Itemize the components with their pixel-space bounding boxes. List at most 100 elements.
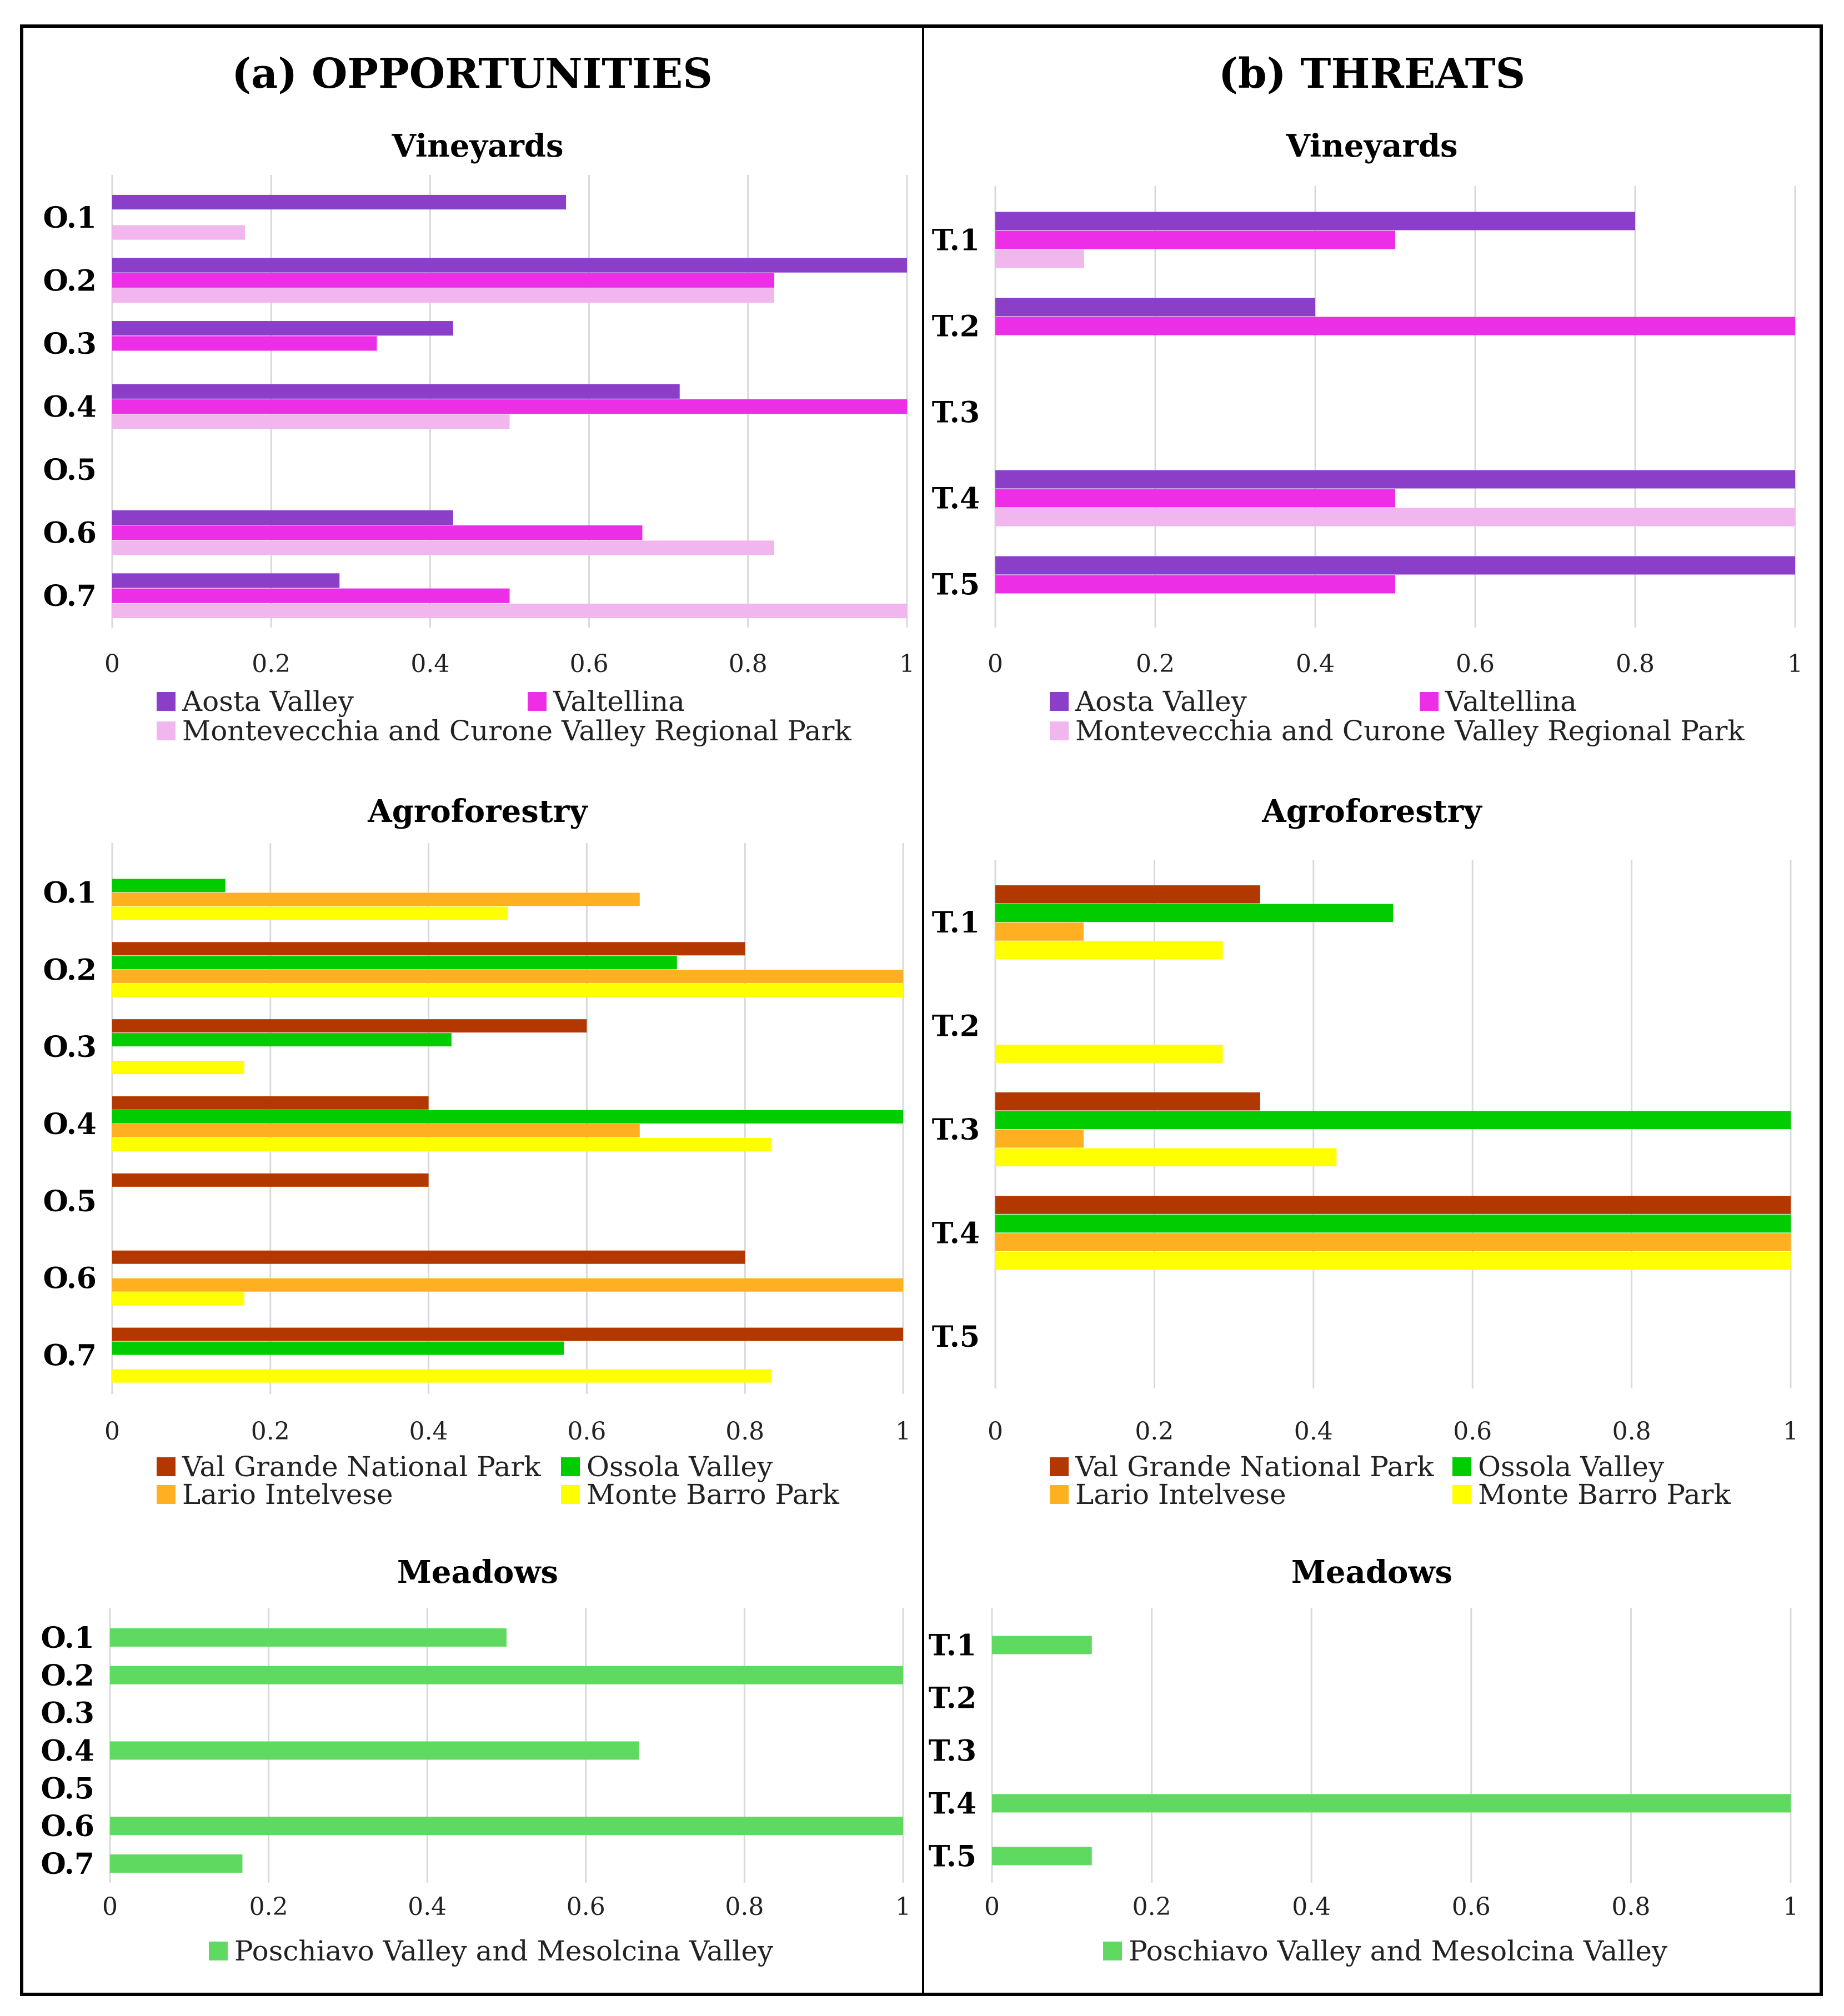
bar (995, 1148, 1337, 1167)
legend-swatch (1050, 692, 1069, 711)
legend-label: Lario Intelvese (1075, 1478, 1286, 1511)
bar (995, 941, 1223, 960)
legend-swatch (561, 1485, 580, 1504)
legend-swatch (157, 1457, 176, 1476)
category-label: T.3 (932, 1113, 980, 1147)
thr-meadows-title: Meadows (1291, 1554, 1452, 1591)
bar (112, 588, 510, 603)
bar (112, 1292, 244, 1306)
category-label: O.5 (43, 453, 97, 487)
category-label: T.4 (932, 1216, 980, 1250)
legend-label: Lario Intelvese (182, 1478, 393, 1511)
opp-meadows-panel: Meadows 0 0.2 0.4 0.6 0.8 1 O.1 O.2 O.3O.4 O.5O.6 O… (41, 1554, 911, 1967)
legend-label: Ossola Valley (1478, 1451, 1665, 1483)
bar (112, 1173, 429, 1187)
category-label: O.4 (43, 390, 97, 424)
x-tick-label: 1 (1787, 650, 1803, 678)
bar (995, 298, 1315, 317)
legend-swatch (209, 1942, 228, 1960)
opp-meadows-title: Meadows (397, 1554, 558, 1591)
category-label: T.5 (929, 1840, 976, 1874)
category-label: O.1 (41, 1621, 94, 1655)
category-label: O.3 (41, 1697, 94, 1731)
x-tick-label: 0.6 (567, 1417, 606, 1446)
legend-label: Montevecchia and Curone Valley Regional … (182, 715, 851, 747)
bar (112, 879, 226, 892)
category-label: O.1 (43, 201, 97, 235)
x-tick-label: 0 (988, 650, 1003, 678)
x-tick-label: 1 (1783, 1417, 1798, 1446)
x-tick-label: 1 (895, 1417, 911, 1446)
category-label: O.2 (41, 1659, 94, 1693)
category-label: T.1 (932, 906, 980, 940)
x-tick-label: 0 (984, 1893, 1000, 1921)
bar (112, 399, 907, 414)
bar (992, 1847, 1092, 1865)
x-tick-label: 0.2 (1135, 1417, 1174, 1446)
x-tick-label: 0.8 (725, 1893, 764, 1921)
category-label: O.6 (43, 1262, 97, 1296)
category-label: T.2 (932, 310, 980, 344)
x-tick-label: 0.8 (1612, 1417, 1651, 1446)
bar (112, 603, 907, 619)
bar (995, 556, 1795, 575)
bar (995, 470, 1795, 489)
category-label: T.4 (929, 1787, 976, 1821)
thr-vineyards-panel: Vineyards 0 0.2 0.4 0.6 0.8 1 T.1 T.2 T.3 T.4 T.5 Ao… (932, 128, 1803, 747)
bar (112, 1019, 587, 1033)
column-divider (922, 24, 924, 1996)
x-tick-label: 0 (104, 1417, 120, 1446)
bar (112, 1061, 244, 1075)
bar (112, 321, 453, 336)
x-tick-label: 0 (988, 1417, 1003, 1446)
legend-label: Val Grande National Park (1075, 1451, 1434, 1483)
x-tick-label: 0 (102, 1893, 118, 1921)
category-label: O.3 (43, 327, 97, 361)
legend-label: Ossola Valley (587, 1451, 773, 1483)
x-tick-label: 0.8 (1616, 650, 1655, 678)
bar (112, 525, 643, 540)
category-label: T.1 (929, 1629, 976, 1663)
legend-swatch (157, 1485, 176, 1504)
bar (112, 336, 377, 351)
bar (110, 1628, 507, 1647)
bar (112, 273, 775, 288)
x-tick-label: 0.4 (409, 1417, 448, 1446)
bar (110, 1741, 639, 1760)
bar (995, 1130, 1084, 1148)
bar (112, 540, 775, 555)
legend-label: Valtellina (1445, 685, 1577, 718)
bar (995, 317, 1795, 335)
bar (112, 194, 567, 210)
category-label: T.4 (932, 482, 980, 516)
category-label: O.2 (43, 264, 97, 298)
bar (112, 1278, 903, 1292)
bar (112, 384, 680, 399)
thr-meadows-panel: Meadows 0 0.2 0.4 0.6 0.8 1 T.1 T.2 T.3 T.4 T.5 Posc… (929, 1554, 1798, 1967)
bar (112, 906, 508, 920)
x-tick-label: 0.4 (1296, 650, 1335, 678)
bar (112, 1327, 903, 1341)
category-label: O.6 (43, 516, 97, 550)
category-label: O.5 (41, 1772, 94, 1806)
category-label: O.6 (41, 1809, 94, 1843)
bar (995, 1111, 1791, 1129)
bar (112, 573, 340, 588)
legend-swatch (157, 721, 176, 740)
legend-swatch (1452, 1457, 1471, 1476)
legend-label: Poschiavo Valley and Mesolcina Valley (1129, 1935, 1668, 1967)
legend-swatch (1050, 1457, 1069, 1476)
bar (112, 984, 903, 997)
opp-vineyards-title: Vineyards (391, 128, 563, 164)
x-tick-label: 0.6 (1453, 1417, 1492, 1446)
category-label: O.7 (41, 1847, 94, 1881)
bar (112, 1369, 771, 1383)
x-tick-label: 0.2 (251, 1417, 290, 1446)
bar (992, 1636, 1092, 1654)
x-tick-label: 0.6 (570, 650, 609, 678)
opp-vineyards-panel: Vineyards 0 0.2 0.4 0.6 0.8 1 O.1 O.2 O.3 O.4 O.5 O.… (43, 128, 915, 747)
bar (112, 258, 907, 273)
bar (995, 489, 1395, 508)
threats-column-title: (b) THREATS (1219, 50, 1525, 98)
